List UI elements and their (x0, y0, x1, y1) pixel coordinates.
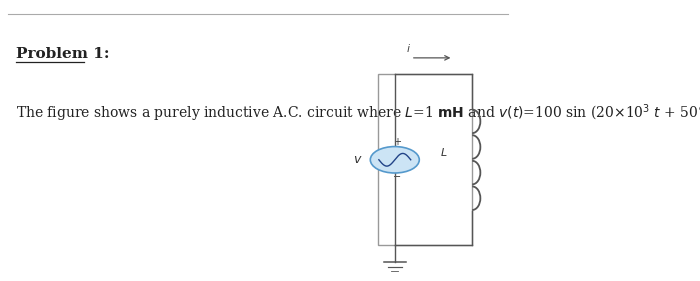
Text: $i$: $i$ (406, 42, 411, 54)
Circle shape (370, 147, 419, 173)
Bar (378, 74, 472, 245)
Text: Problem 1:: Problem 1: (15, 47, 109, 61)
Text: +: + (393, 137, 401, 147)
Text: $v$: $v$ (354, 153, 363, 166)
Text: −: − (393, 172, 401, 182)
Text: $L$: $L$ (440, 146, 447, 158)
Text: The figure shows a purely inductive A.C. circuit where $\it{L}$=1 $\mathbf{mH}$ : The figure shows a purely inductive A.C.… (15, 102, 700, 124)
